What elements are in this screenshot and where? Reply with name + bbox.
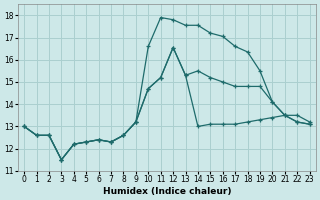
X-axis label: Humidex (Indice chaleur): Humidex (Indice chaleur) [103,187,231,196]
